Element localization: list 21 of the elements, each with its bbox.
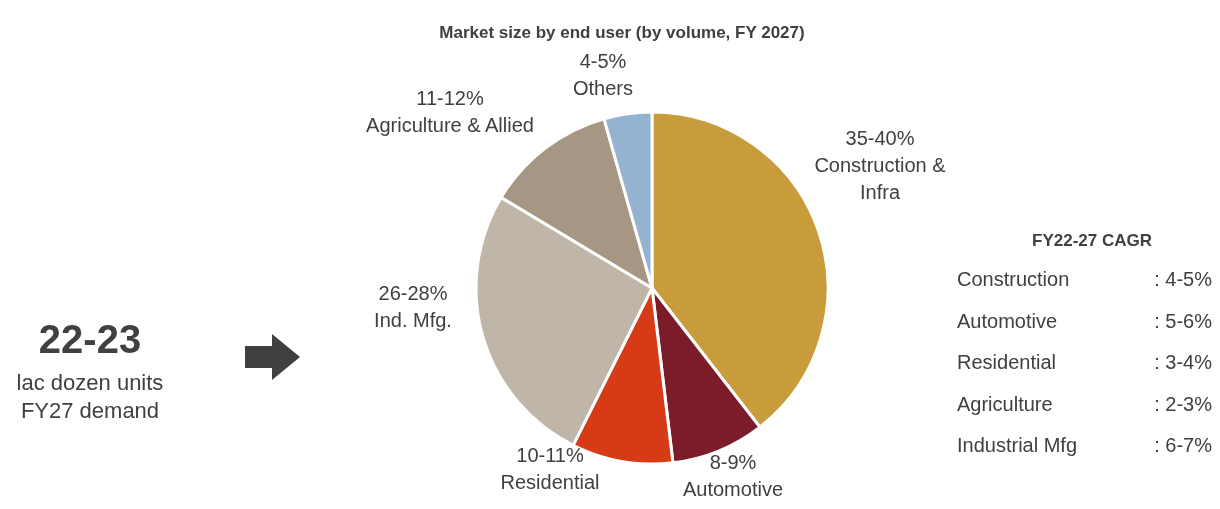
slice-label: 35-40% Construction & Infra xyxy=(814,127,947,203)
text: : 3-4% xyxy=(1154,351,1213,373)
text: lac dozen units xyxy=(16,370,164,395)
slice-label: 11-12% Agriculture & Allied xyxy=(366,87,534,136)
text: Agriculture xyxy=(957,392,1053,415)
text: : 5-6% xyxy=(1154,309,1213,332)
text: Industrial Mfg xyxy=(957,434,1078,456)
text: FY27 demand xyxy=(20,398,160,423)
text: : 2-3% xyxy=(1154,392,1213,415)
slice-label: 26-28% Ind. Mfg. xyxy=(374,282,452,331)
text: Automotive xyxy=(957,309,1058,332)
text: : 6-7% xyxy=(1154,434,1213,456)
text: Residential xyxy=(957,351,1056,373)
slice-label: 8-9% Automotive xyxy=(682,451,784,500)
text: FY22-27 CAGR xyxy=(1032,231,1152,250)
slice-label: 10-11% Residential xyxy=(500,444,600,493)
chart-title: Market size by end user (by volume, FY 2027) xyxy=(439,23,805,42)
slice-label: 4-5% Others xyxy=(572,50,634,99)
text: Construction xyxy=(957,268,1070,290)
text: 22-23 xyxy=(38,317,142,361)
text: : 4-5% xyxy=(1154,268,1213,290)
